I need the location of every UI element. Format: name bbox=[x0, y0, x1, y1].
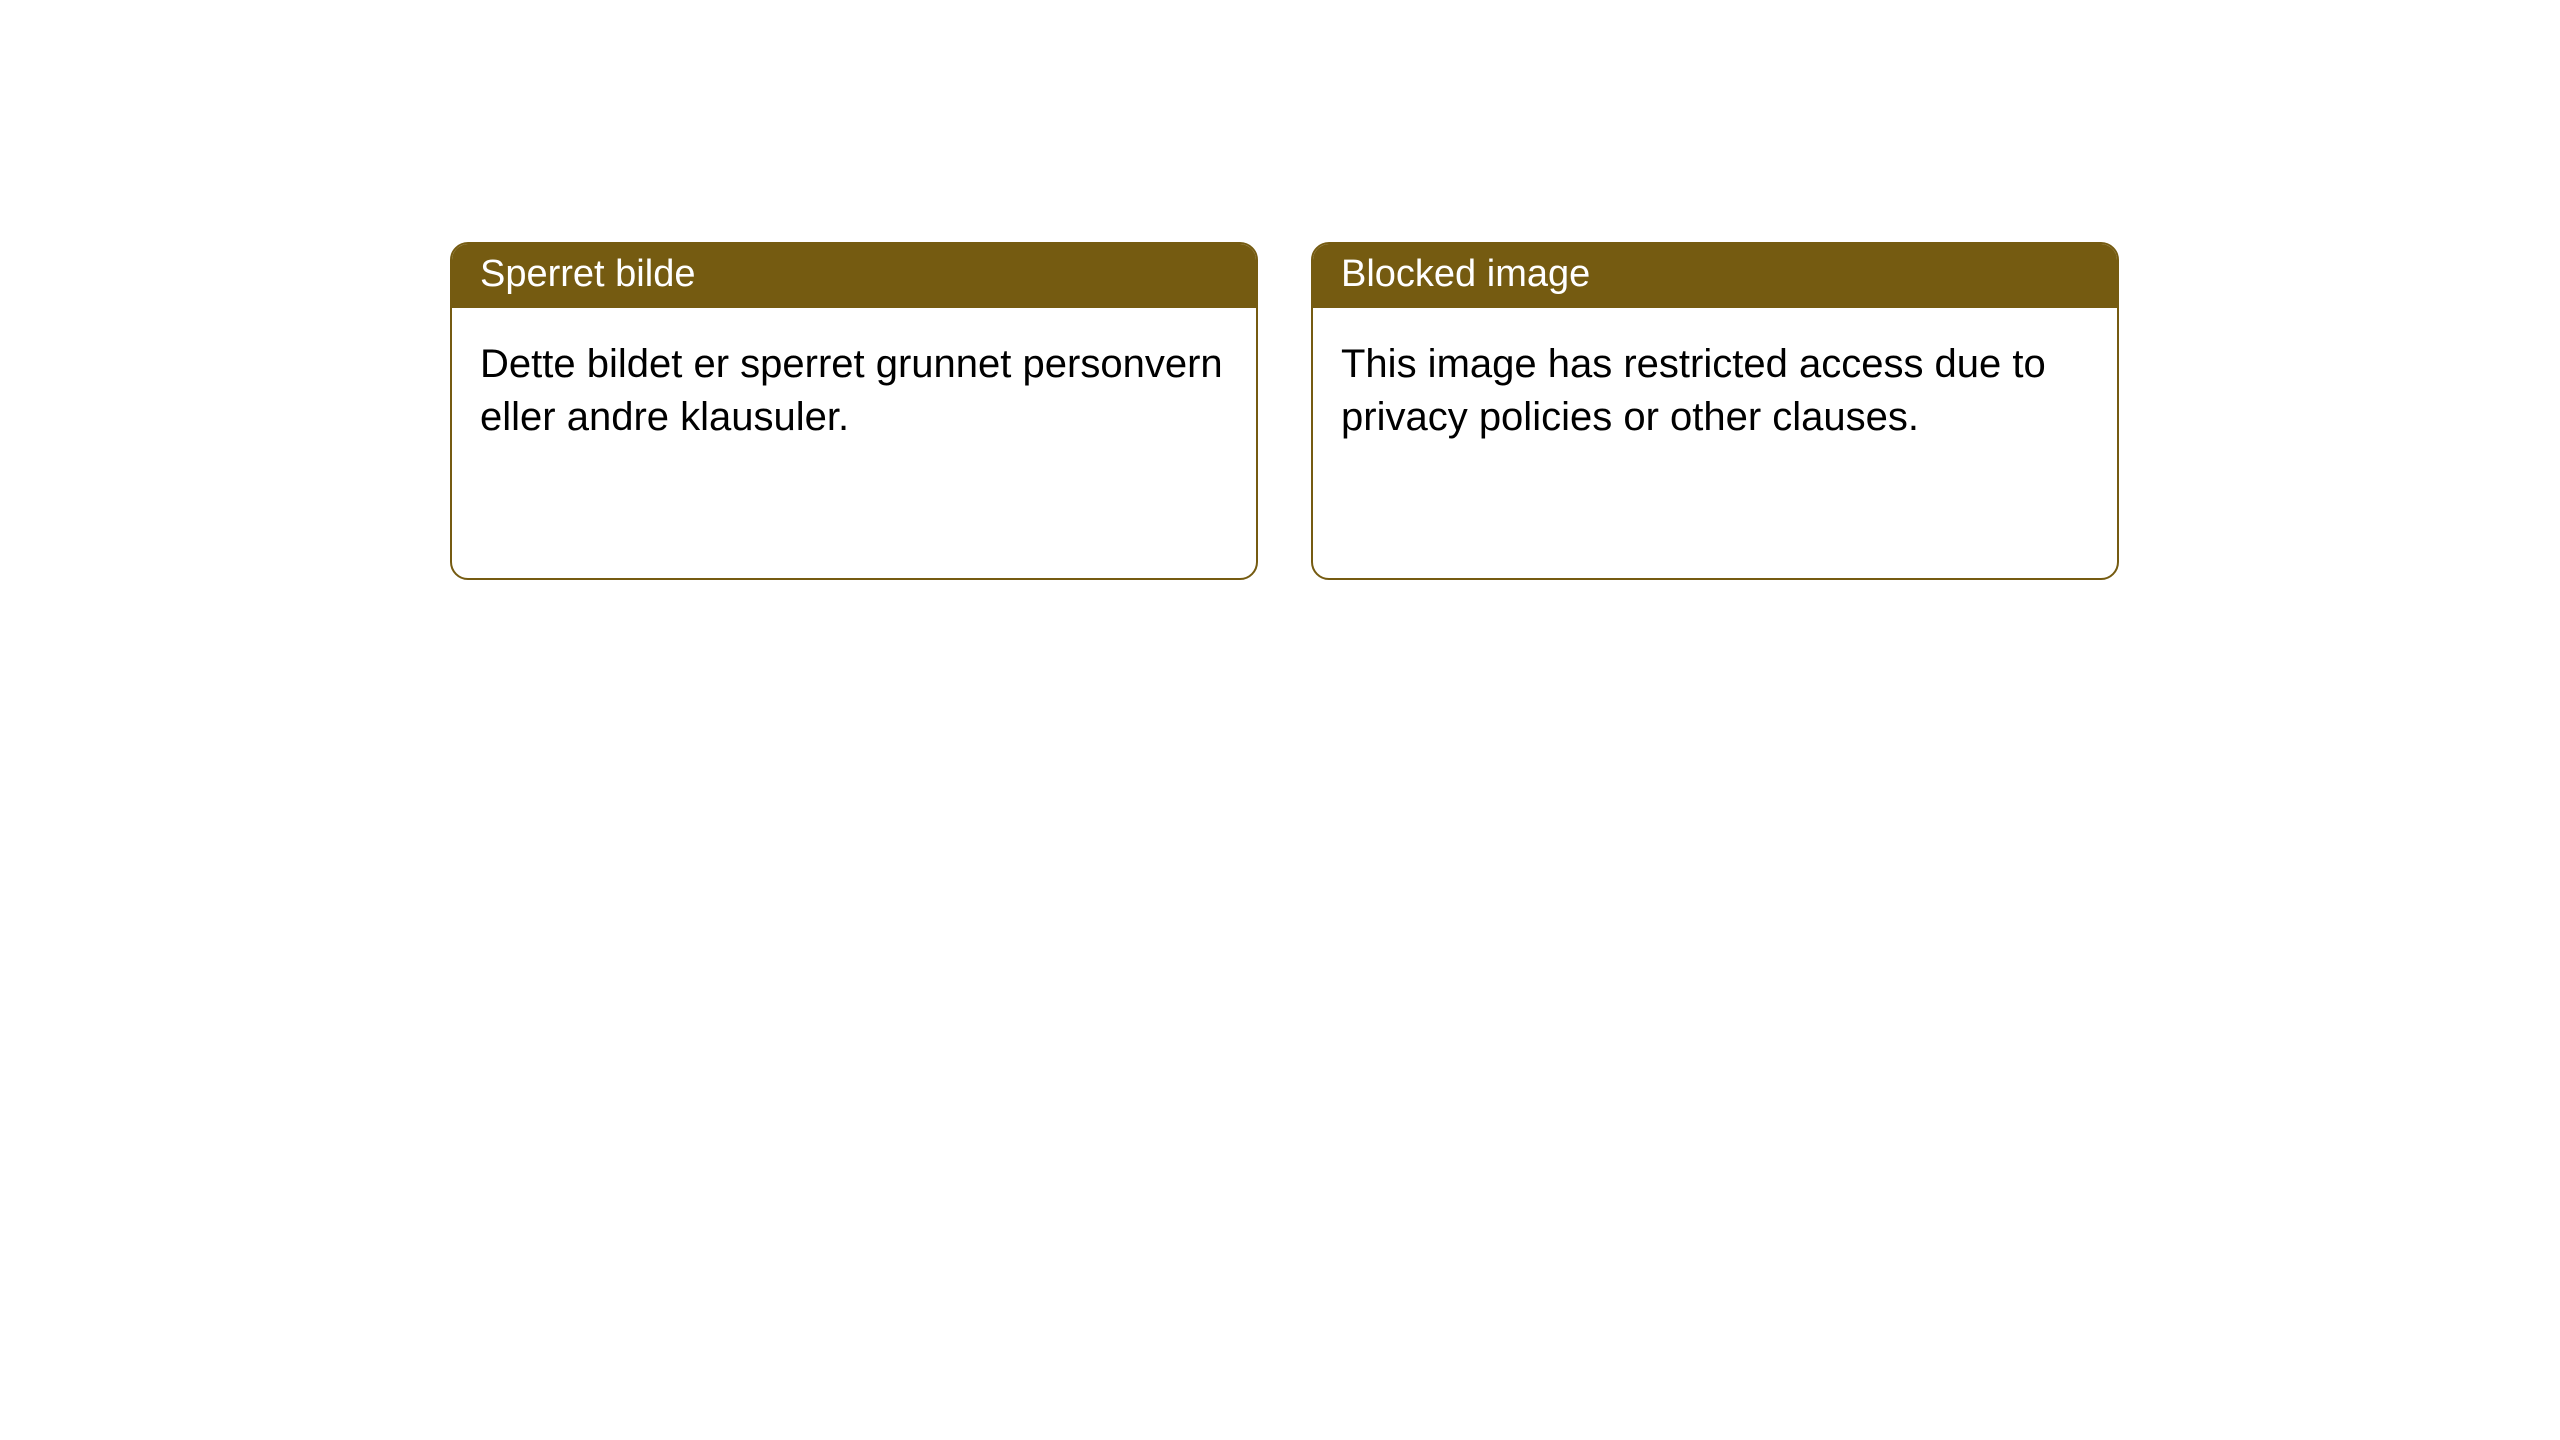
notice-header: Sperret bilde bbox=[452, 244, 1256, 308]
notice-body: This image has restricted access due to … bbox=[1313, 308, 2117, 474]
notice-card-norwegian: Sperret bilde Dette bildet er sperret gr… bbox=[450, 242, 1258, 580]
notice-header: Blocked image bbox=[1313, 244, 2117, 308]
notice-body: Dette bildet er sperret grunnet personve… bbox=[452, 308, 1256, 474]
notice-card-english: Blocked image This image has restricted … bbox=[1311, 242, 2119, 580]
notice-container: Sperret bilde Dette bildet er sperret gr… bbox=[450, 242, 2119, 580]
